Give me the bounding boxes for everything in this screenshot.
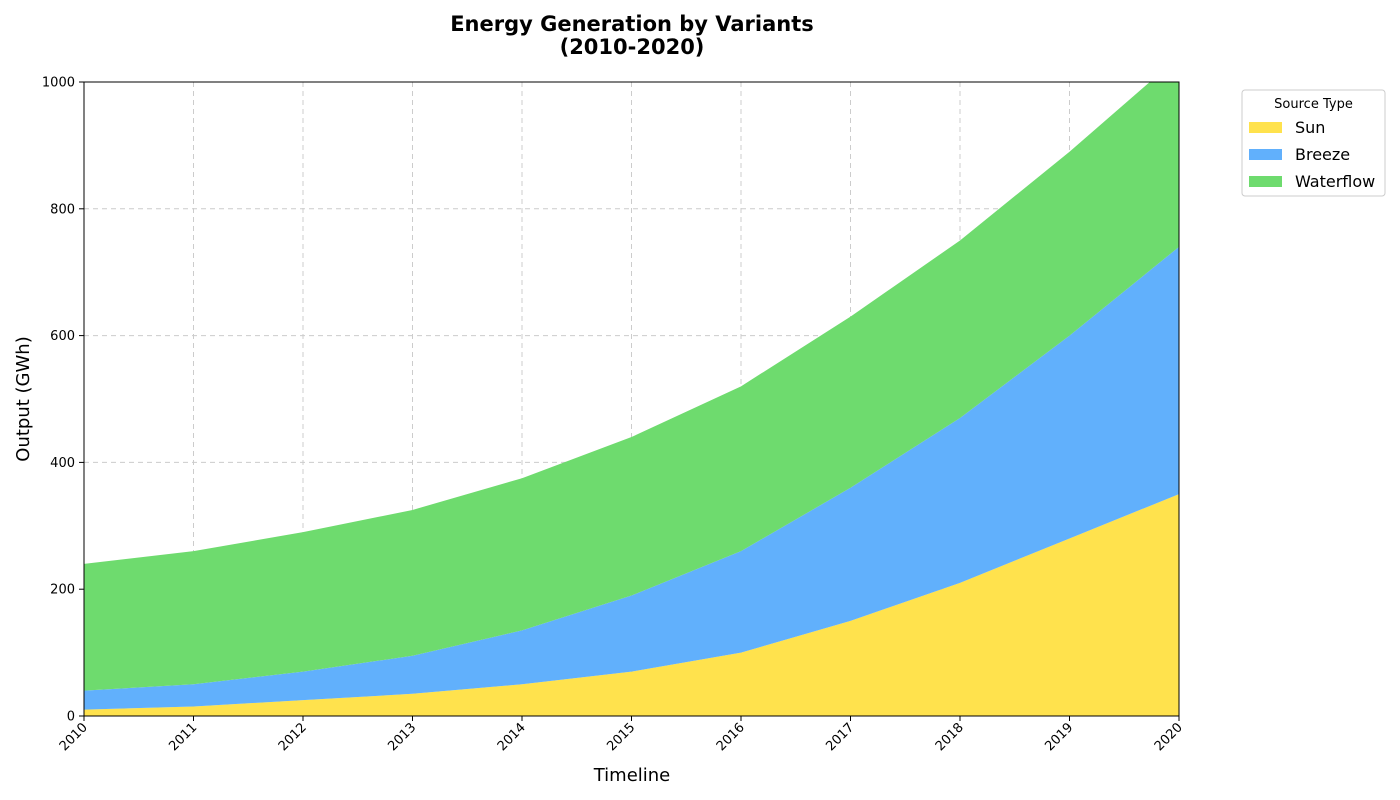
x-tick-label: 2013: [385, 720, 419, 754]
chart-title: Energy Generation by Variants (2010-2020…: [450, 12, 814, 59]
x-tick-label: 2015: [604, 720, 638, 754]
y-tick-label: 0: [67, 710, 75, 725]
y-axis-label: Output (GWh): [13, 336, 34, 461]
chart-title-line-1: Energy Generation by Variants: [450, 12, 814, 36]
y-tick-label: 1000: [42, 76, 75, 91]
x-tick-label: 2019: [1042, 720, 1076, 754]
legend: Source Type Sun Breeze Waterflow: [1242, 90, 1385, 196]
y-axis: 0 200 400 600 800 1000: [42, 76, 84, 725]
x-tick-label: 2017: [823, 720, 857, 754]
legend-swatch-breeze: [1249, 149, 1282, 160]
legend-label-sun: Sun: [1295, 118, 1325, 137]
x-tick-label: 2018: [933, 720, 967, 754]
x-axis: 2010 2011 2012 2013 2014 2015 2016 2017 2018 2019…: [57, 716, 1186, 754]
y-tick-label: 400: [50, 456, 75, 471]
x-tick-label: 2012: [276, 720, 310, 754]
legend-label-breeze: Breeze: [1295, 145, 1350, 164]
legend-swatch-waterflow: [1249, 176, 1282, 187]
x-tick-label: 2010: [57, 720, 91, 754]
x-axis-label: Timeline: [593, 765, 671, 786]
chart-title-line-2: (2010-2020): [560, 35, 705, 59]
y-tick-label: 600: [50, 329, 75, 344]
y-tick-label: 800: [50, 202, 75, 217]
x-tick-label: 2020: [1152, 720, 1186, 754]
legend-title: Source Type: [1274, 97, 1353, 112]
x-tick-label: 2014: [495, 720, 529, 754]
x-tick-label: 2016: [714, 720, 748, 754]
legend-swatch-sun: [1249, 122, 1282, 133]
y-tick-label: 200: [50, 583, 75, 598]
x-tick-label: 2011: [166, 720, 200, 754]
legend-label-waterflow: Waterflow: [1295, 172, 1375, 191]
